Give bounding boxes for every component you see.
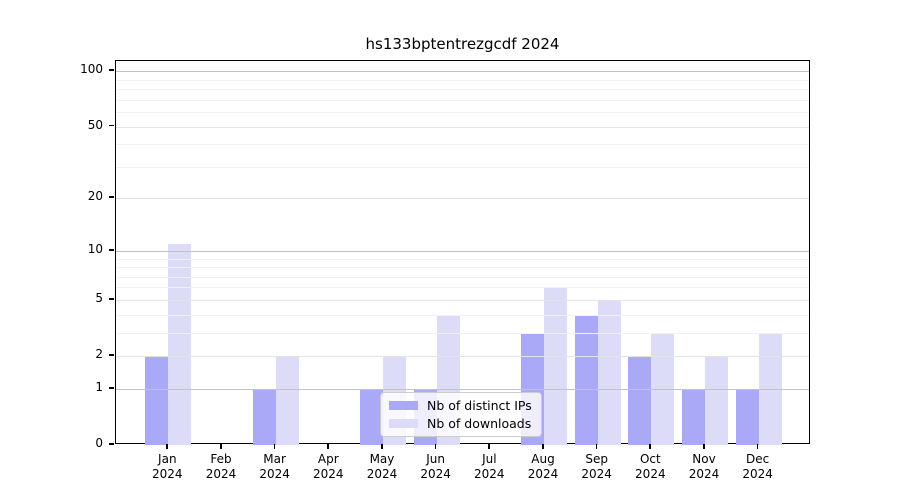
y-tick-label: 20 xyxy=(87,189,103,204)
bar-sep-downloads xyxy=(597,299,621,445)
x-tick-mark xyxy=(703,444,705,449)
x-tick-year: 2024 xyxy=(527,467,559,481)
y-tick-mark xyxy=(109,297,114,300)
x-tick-label-jun: Jun 2024 xyxy=(396,452,476,482)
x-tick-year: 2024 xyxy=(259,467,290,481)
minor-gridline xyxy=(116,258,809,260)
y-tick-label: 1 xyxy=(95,379,103,394)
major-gridline xyxy=(116,299,809,301)
bar-oct-distinct-ips xyxy=(628,356,652,445)
y-tick-label: 5 xyxy=(95,290,103,305)
major-gridline xyxy=(116,250,809,252)
x-tick-mark xyxy=(595,444,598,449)
legend-swatch-distinct-ips xyxy=(389,401,418,410)
y-tick-label: 10 xyxy=(87,241,103,256)
minor-gridline xyxy=(116,332,809,334)
x-tick-mark xyxy=(434,444,437,449)
x-tick-mark xyxy=(756,444,759,449)
major-gridline xyxy=(116,388,809,390)
minor-gridline xyxy=(116,89,809,91)
x-tick-label-sep: Sep 2024 xyxy=(557,452,637,482)
bar-aug-downloads xyxy=(543,287,567,445)
bar-jan-distinct-ips xyxy=(145,356,169,445)
chart-title: hs133bptentrezgcdf 2024 xyxy=(365,35,560,53)
x-tick-label-jan: Jan 2024 xyxy=(127,452,207,482)
minor-gridline xyxy=(116,287,809,289)
x-tick-label-dec: Dec 2024 xyxy=(718,452,798,482)
x-tick-label-oct: Oct 2024 xyxy=(610,452,690,482)
bar-mar-downloads xyxy=(275,356,299,445)
bar-jan-downloads xyxy=(168,243,192,445)
major-gridline xyxy=(116,198,809,200)
bar-sep-distinct-ips xyxy=(574,314,598,445)
legend-swatch-downloads xyxy=(389,419,418,428)
x-tick-year: 2024 xyxy=(635,467,666,481)
minor-gridline xyxy=(116,314,809,316)
x-tick-mark xyxy=(649,444,652,449)
legend-row-downloads: Nb of downloads xyxy=(389,416,532,431)
y-tick-label: 100 xyxy=(80,62,103,77)
x-tick-year: 2024 xyxy=(581,467,612,481)
bar-may-distinct-ips xyxy=(359,388,383,445)
minor-gridline xyxy=(116,166,809,168)
x-tick-year: 2024 xyxy=(205,467,237,481)
x-tick-mark xyxy=(166,444,169,449)
x-tick-year: 2024 xyxy=(742,467,773,481)
bar-nov-downloads xyxy=(705,356,728,445)
plot-area xyxy=(115,60,810,445)
x-tick-year: 2024 xyxy=(474,467,505,481)
y-tick-mark xyxy=(109,124,114,127)
x-tick-mark xyxy=(488,444,491,449)
minor-gridline xyxy=(116,267,809,269)
major-gridline xyxy=(116,71,809,73)
x-tick-label-mar: Mar 2024 xyxy=(235,452,315,482)
x-tick-label-nov: Nov 2024 xyxy=(664,452,744,482)
x-tick-mark xyxy=(273,444,276,449)
x-tick-label-apr: Apr 2024 xyxy=(288,452,368,482)
y-tick-label: 0 xyxy=(95,436,103,450)
bar-mar-distinct-ips xyxy=(252,388,276,445)
x-tick-year: 2024 xyxy=(152,467,183,481)
x-tick-mark xyxy=(219,444,222,449)
minor-gridline xyxy=(116,144,809,146)
major-gridline xyxy=(116,126,809,128)
y-tick-label: 50 xyxy=(87,117,103,132)
minor-gridline xyxy=(116,99,809,101)
x-tick-label-feb: Feb 2024 xyxy=(181,452,261,482)
x-tick-year: 2024 xyxy=(688,467,720,481)
x-tick-year: 2024 xyxy=(313,467,344,481)
legend: Nb of distinct IPs Nb of downloads xyxy=(380,392,542,437)
y-tick-mark xyxy=(109,386,114,389)
legend-label-downloads: Nb of downloads xyxy=(427,416,532,431)
x-tick-mark xyxy=(380,444,383,449)
x-tick-label-aug: Aug 2024 xyxy=(503,452,583,482)
minor-gridline xyxy=(116,79,809,81)
x-tick-label-may: May 2024 xyxy=(342,452,422,482)
minor-gridline xyxy=(116,276,809,278)
major-gridline xyxy=(116,356,809,358)
bar-dec-distinct-ips xyxy=(735,388,759,445)
y-tick-mark xyxy=(109,248,114,251)
legend-label-distinct-ips: Nb of distinct IPs xyxy=(427,398,532,413)
x-tick-mark xyxy=(541,444,544,449)
y-tick-mark xyxy=(109,69,114,71)
x-tick-label-jul: Jul 2024 xyxy=(449,452,529,482)
y-tick-mark xyxy=(109,354,114,356)
x-tick-year: 2024 xyxy=(420,467,451,481)
minor-gridline xyxy=(116,112,809,114)
x-tick-year: 2024 xyxy=(366,467,398,481)
y-tick-mark xyxy=(109,443,114,445)
bar-nov-distinct-ips xyxy=(682,388,705,445)
y-tick-mark xyxy=(109,196,114,199)
legend-row-distinct-ips: Nb of distinct IPs xyxy=(389,398,532,413)
y-tick-label: 2 xyxy=(95,347,103,362)
x-tick-mark xyxy=(327,444,330,449)
